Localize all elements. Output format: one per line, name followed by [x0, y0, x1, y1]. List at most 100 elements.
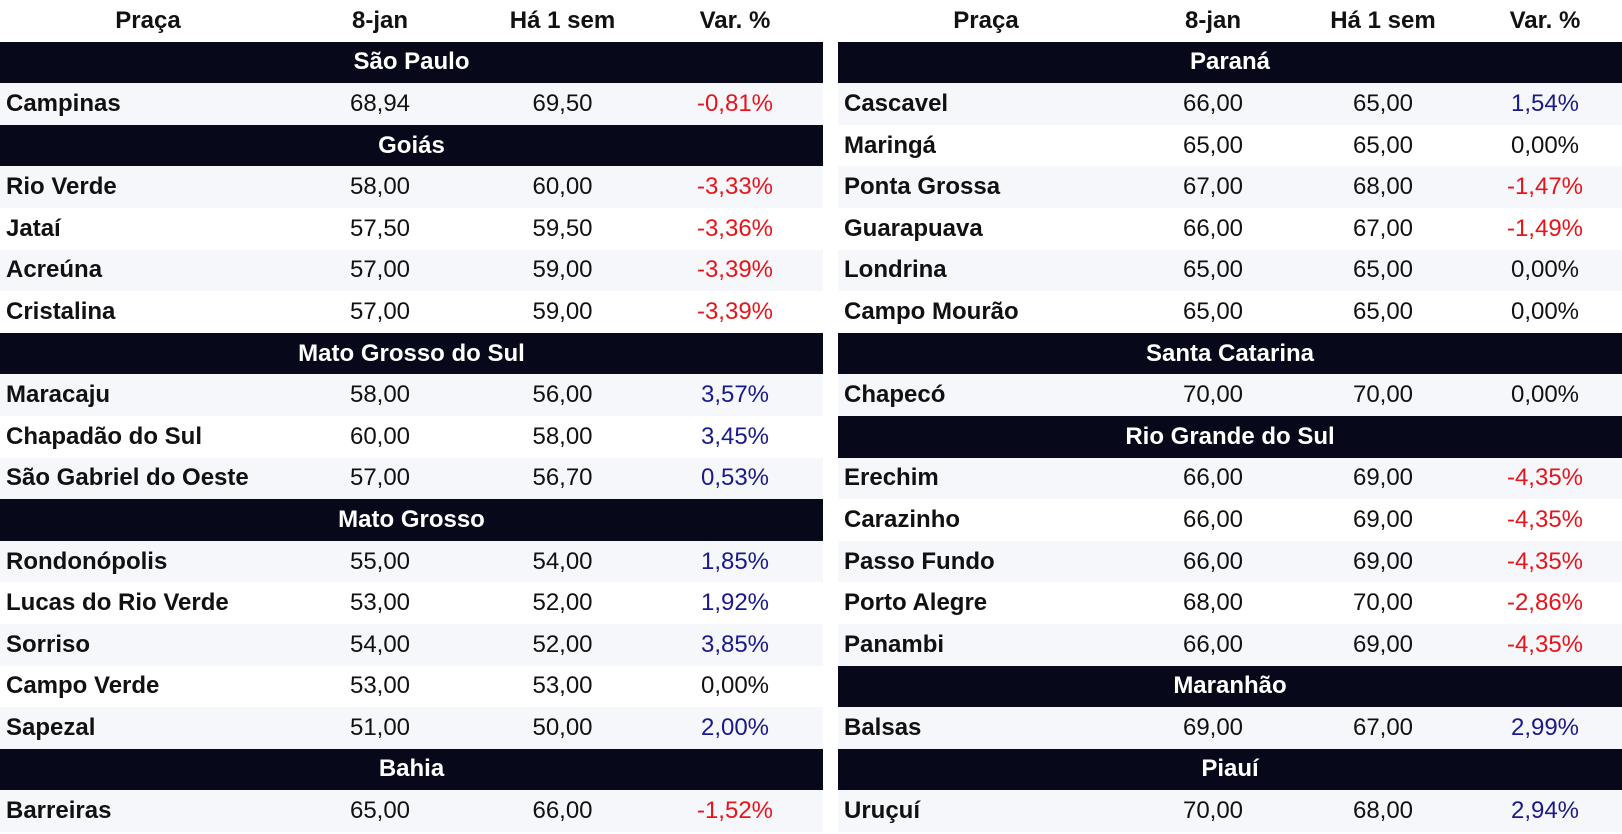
- praca-cell: Campo Verde: [6, 672, 160, 700]
- prev-week-price-cell: 69,00: [1352, 547, 1414, 575]
- prev-week-price-cell: 68,00: [1352, 173, 1414, 201]
- table-row: Rio Verde 58,00 60,00 -3,33%: [0, 166, 823, 208]
- header-var: Var. %: [699, 6, 771, 34]
- praca-cell: Passo Fundo: [844, 547, 995, 575]
- date-price-cell: 65,00: [1182, 297, 1244, 325]
- variation-cell: -4,35%: [1506, 547, 1584, 575]
- prev-week-price-cell: 59,50: [532, 214, 593, 242]
- date-price-cell: 57,00: [349, 297, 411, 325]
- praca-cell: Ponta Grossa: [844, 173, 1001, 201]
- table-row: Panambi 66,00 69,00 -4,35%: [838, 623, 1622, 666]
- praca-cell: Maringá: [844, 131, 937, 159]
- table-row: Acreúna 57,00 59,00 -3,39%: [0, 249, 823, 292]
- variation-cell: 3,57%: [700, 381, 770, 409]
- variation-cell: 0,00%: [1510, 297, 1580, 325]
- header-var: Var. %: [1509, 6, 1581, 34]
- header-date: 8-jan: [351, 6, 408, 34]
- variation-cell: -3,36%: [696, 214, 774, 242]
- prev-week-price-cell: 65,00: [1352, 131, 1414, 159]
- header-date: 8-jan: [1184, 6, 1241, 34]
- table-row: Sapezal 51,00 50,00 2,00%: [0, 707, 823, 749]
- prev-week-price-cell: 69,00: [1352, 505, 1414, 533]
- date-price-cell: 66,00: [1182, 547, 1244, 575]
- prev-week-price-cell: 50,00: [532, 713, 593, 741]
- praca-cell: Cascavel: [844, 89, 949, 117]
- variation-cell: 0,53%: [700, 464, 770, 492]
- variation-cell: 0,00%: [1510, 131, 1580, 159]
- variation-cell: -3,39%: [696, 256, 774, 284]
- table-row: Ponta Grossa 67,00 68,00 -1,47%: [838, 166, 1622, 208]
- praca-cell: Uruçuí: [844, 797, 921, 825]
- date-price-cell: 69,00: [1182, 713, 1244, 741]
- praca-cell: Guarapuava: [844, 214, 983, 242]
- date-price-cell: 60,00: [349, 422, 411, 450]
- variation-cell: -4,35%: [1506, 630, 1584, 658]
- table-row: Cascavel 66,00 65,00 1,54%: [838, 83, 1622, 125]
- date-price-cell: 68,00: [1182, 589, 1244, 617]
- table-row: Erechim 66,00 69,00 -4,35%: [838, 457, 1622, 500]
- prev-week-price-cell: 67,00: [1352, 214, 1414, 242]
- date-price-cell: 58,00: [349, 173, 411, 201]
- table-row: Chapecó 70,00 70,00 0,00%: [838, 374, 1622, 416]
- table-row: Campo Mourão 65,00 65,00 0,00%: [838, 291, 1622, 333]
- state-group-header: Goiás: [0, 124, 823, 167]
- table-row: Carazinho 66,00 69,00 -4,35%: [838, 499, 1622, 541]
- state-group-header: Maranhão: [838, 665, 1622, 708]
- date-price-cell: 65,00: [1182, 256, 1244, 284]
- table-row: Sorriso 54,00 52,00 3,85%: [0, 623, 823, 666]
- date-price-cell: 66,00: [1182, 214, 1244, 242]
- date-price-cell: 66,00: [1182, 630, 1244, 658]
- praca-cell: Rio Verde: [6, 173, 117, 201]
- praca-cell: Jataí: [6, 214, 61, 242]
- praca-cell: Barreiras: [6, 797, 112, 825]
- variation-cell: 0,00%: [1510, 381, 1580, 409]
- table-row: Porto Alegre 68,00 70,00 -2,86%: [838, 582, 1622, 624]
- variation-cell: -3,33%: [696, 173, 774, 201]
- date-price-cell: 57,00: [349, 464, 411, 492]
- table-row: Chapadão do Sul 60,00 58,00 3,45%: [0, 416, 823, 458]
- prev-week-price-cell: 52,00: [532, 630, 593, 658]
- praca-cell: Balsas: [844, 713, 922, 741]
- variation-cell: -1,49%: [1506, 214, 1584, 242]
- table-row: Barreiras 65,00 66,00 -1,52%: [0, 790, 823, 832]
- date-price-cell: 54,00: [349, 630, 411, 658]
- prev-week-price-cell: 68,00: [1352, 797, 1414, 825]
- date-price-cell: 70,00: [1182, 381, 1244, 409]
- variation-cell: 3,45%: [700, 422, 770, 450]
- praca-cell: Cristalina: [6, 297, 116, 325]
- prev-week-price-cell: 67,00: [1352, 713, 1414, 741]
- prev-week-price-cell: 58,00: [532, 422, 593, 450]
- header-prev: Há 1 sem: [1330, 6, 1436, 34]
- variation-cell: -1,52%: [696, 797, 774, 825]
- left-price-table: Praça 8-jan Há 1 sem Var. % São Paulo Cam…: [0, 6, 823, 832]
- variation-cell: 0,00%: [700, 672, 770, 700]
- praca-cell: Campinas: [6, 89, 121, 117]
- praca-cell: São Gabriel do Oeste: [6, 464, 249, 492]
- table-row: Lucas do Rio Verde 53,00 52,00 1,92%: [0, 582, 823, 624]
- prev-week-price-cell: 66,00: [532, 797, 593, 825]
- prev-week-price-cell: 59,00: [532, 256, 593, 284]
- praca-cell: Campo Mourão: [844, 297, 1019, 325]
- date-price-cell: 58,00: [349, 381, 411, 409]
- variation-cell: 2,94%: [1510, 797, 1580, 825]
- date-price-cell: 55,00: [349, 547, 411, 575]
- prev-week-price-cell: 53,00: [532, 672, 593, 700]
- date-price-cell: 66,00: [1182, 89, 1244, 117]
- variation-cell: 2,00%: [700, 713, 770, 741]
- prev-week-price-cell: 70,00: [1352, 589, 1414, 617]
- date-price-cell: 65,00: [1182, 131, 1244, 159]
- state-group-header: Bahia: [0, 748, 823, 791]
- variation-cell: 1,92%: [700, 589, 770, 617]
- praca-cell: Maracaju: [6, 381, 111, 409]
- left-table-body: São Paulo Campinas 68,94 69,50 -0,81% Goiás Ri…: [0, 41, 823, 832]
- prev-week-price-cell: 69,50: [532, 89, 593, 117]
- table-row: Londrina 65,00 65,00 0,00%: [838, 249, 1622, 292]
- praca-cell: Sapezal: [6, 713, 96, 741]
- variation-cell: 0,00%: [1510, 256, 1580, 284]
- praca-cell: Chapadão do Sul: [6, 422, 203, 450]
- state-group-header: São Paulo: [0, 41, 823, 84]
- table-row: Passo Fundo 66,00 69,00 -4,35%: [838, 540, 1622, 583]
- date-price-cell: 57,00: [349, 256, 411, 284]
- prev-week-price-cell: 69,00: [1352, 630, 1414, 658]
- prev-week-price-cell: 60,00: [532, 173, 593, 201]
